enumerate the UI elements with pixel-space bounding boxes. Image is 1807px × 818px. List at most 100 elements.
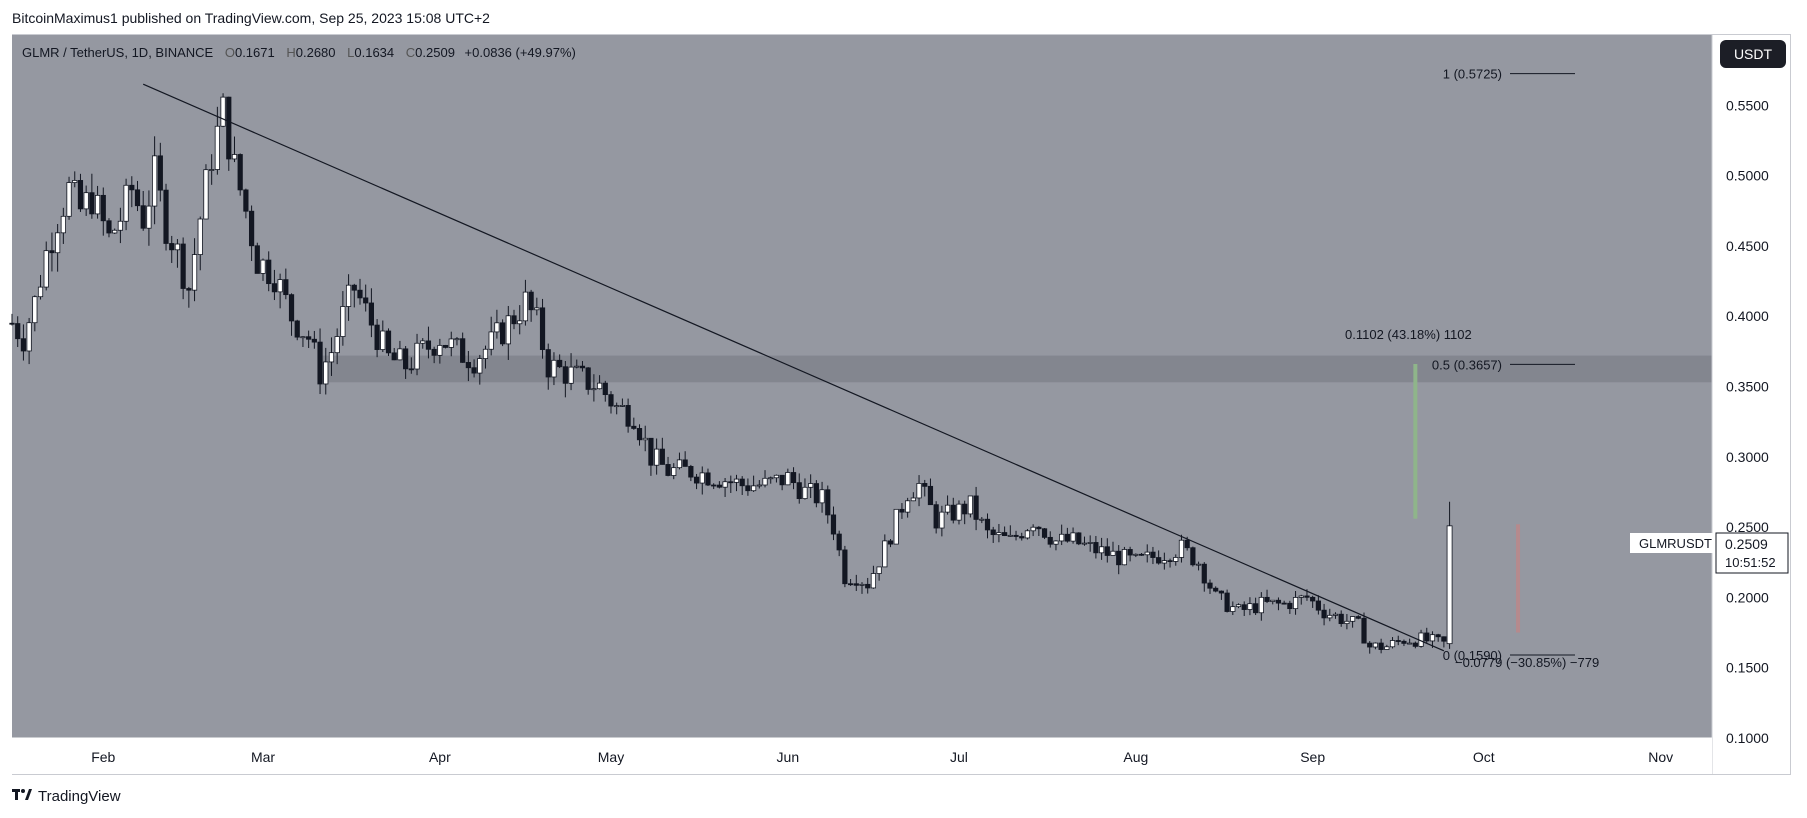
candle-body (72, 180, 78, 183)
candle-body (169, 243, 175, 251)
candle-body (471, 367, 477, 374)
candle-body (1218, 590, 1224, 594)
candle-body (859, 583, 865, 586)
brand-name: TradingView (38, 788, 121, 805)
candle-body (106, 220, 112, 234)
candle-body (1064, 533, 1070, 542)
candle-body (808, 483, 814, 488)
candle-body (311, 338, 317, 343)
candle-body (768, 477, 774, 480)
candle-body (180, 243, 186, 289)
plot-area (12, 35, 1712, 738)
candle-body (528, 291, 534, 311)
candle-body (693, 476, 700, 484)
candle-body (596, 382, 603, 390)
candle-body (733, 478, 740, 483)
candle-body (1270, 599, 1276, 602)
high-label: H (286, 45, 296, 60)
candle-body (26, 322, 32, 352)
candle-body (659, 448, 665, 465)
price-tick-label: 0.5000 (1726, 168, 1769, 184)
candle-body (1355, 616, 1361, 619)
candle-body (271, 283, 278, 293)
candle-body (1030, 526, 1036, 532)
candle-body (1110, 550, 1116, 556)
candle-body (1173, 557, 1179, 562)
candle-body (950, 504, 956, 521)
candle-body (1121, 549, 1128, 566)
candle-body (1395, 640, 1401, 642)
measure-down-label: −0.0779 (−30.85%) −779 (1455, 655, 1599, 670)
candle-body (32, 296, 38, 324)
candle-body (1407, 642, 1413, 645)
candle-body (927, 485, 934, 506)
candle-body (905, 500, 911, 513)
candle-body (1133, 553, 1139, 556)
candle-body (1281, 602, 1287, 605)
candle-body (465, 362, 471, 369)
price-axis-background (1712, 35, 1790, 774)
candle-body (1378, 642, 1384, 650)
candle-body (1441, 636, 1447, 642)
candle-body (403, 348, 409, 370)
candle-body (1332, 613, 1339, 616)
candle-body (134, 189, 141, 207)
month-label: Mar (251, 749, 275, 765)
change-value: +0.0836 (+49.97%) (464, 45, 576, 60)
candle-body (825, 489, 831, 516)
month-label: Nov (1648, 749, 1673, 765)
candle-body (1275, 599, 1282, 604)
candle-body (94, 194, 101, 215)
candle-body (614, 405, 620, 408)
candle-body (1150, 551, 1156, 558)
candle-body (1247, 603, 1253, 610)
measure-down-bar (1516, 524, 1521, 633)
currency-button[interactable]: USDT (1720, 40, 1786, 68)
candle-body (442, 344, 449, 348)
symbol-name: GLMR / TetherUS, 1D, BINANCE (22, 45, 214, 60)
candle-body (574, 365, 580, 368)
candle-body (112, 229, 118, 234)
candle-body (477, 358, 483, 374)
candle-body (591, 388, 597, 391)
candle-body (1013, 534, 1019, 537)
candle-body (414, 342, 420, 370)
candle-body (448, 338, 454, 348)
candle-body (910, 497, 916, 502)
candle-body (870, 573, 877, 589)
candle-body (1190, 547, 1196, 566)
candle-body (916, 483, 922, 499)
candle-body (1161, 560, 1167, 564)
fib-level-label: 1 (0.5725) (1443, 67, 1502, 82)
fib-level-label: 0 (0.1590) (1443, 648, 1502, 663)
candle-body (357, 289, 363, 299)
candle-body (785, 472, 791, 486)
candle-body (1412, 642, 1418, 647)
candle-body (642, 437, 648, 441)
candle-body (882, 540, 888, 568)
candle-body (511, 315, 517, 325)
candle-body (306, 336, 312, 340)
candle-body (802, 486, 808, 500)
candle-body (973, 495, 979, 520)
candle-body (482, 348, 489, 359)
month-label: Apr (429, 749, 451, 765)
candle-body (191, 254, 198, 291)
candle-body (847, 583, 854, 586)
open-label: O (224, 45, 235, 60)
candle-body (819, 489, 825, 504)
candle-body (123, 184, 129, 222)
candle-body (1298, 595, 1304, 598)
candle-body (990, 529, 996, 536)
candle-body (711, 484, 717, 487)
close-label: C (405, 45, 416, 60)
descending-trendline (142, 83, 1445, 652)
candle-body (454, 338, 460, 341)
candle-body (984, 518, 991, 531)
candle-body (956, 503, 962, 521)
candle-body (317, 341, 323, 385)
candle-body (1435, 634, 1441, 638)
candle-body (197, 218, 203, 255)
candle-body (380, 330, 386, 350)
